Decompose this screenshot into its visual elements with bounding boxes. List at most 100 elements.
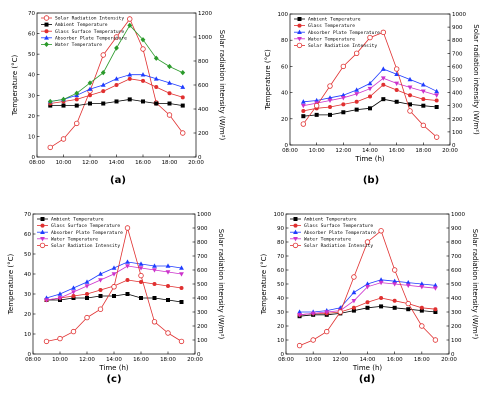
y2-tick-label: 400 xyxy=(197,296,208,302)
legend-label: Water Temperature xyxy=(51,236,98,242)
y2-tick-label: 0 xyxy=(451,352,455,358)
y-tick-label: 50 xyxy=(28,52,35,58)
data-point xyxy=(405,283,411,288)
data-point xyxy=(394,81,400,87)
data-point xyxy=(127,22,133,28)
data-point xyxy=(179,286,184,290)
y2-tick-label: 200 xyxy=(197,324,208,330)
data-point xyxy=(153,76,159,81)
data-point xyxy=(179,300,184,304)
y2-tick-label: 300 xyxy=(451,310,462,316)
data-point xyxy=(433,307,438,312)
x-tick-label: 08:00 xyxy=(25,357,41,363)
legend-marker xyxy=(39,242,46,249)
data-point xyxy=(367,34,373,41)
y2-tick-label: 1200 xyxy=(198,11,212,17)
y-axis-label: Temperature (°C) xyxy=(264,49,272,111)
data-point xyxy=(85,292,89,296)
y2-tick-label: 500 xyxy=(197,282,208,288)
data-point xyxy=(57,296,63,301)
data-point xyxy=(61,96,66,102)
data-point xyxy=(341,102,346,107)
legend-marker xyxy=(44,35,49,40)
data-point xyxy=(127,16,133,22)
chart-panel: 08:00 10:00 12:00 14:00 16:00 18:00 20:0001020… xyxy=(11,11,226,186)
data-point xyxy=(365,285,370,290)
x-tick-label: 20:00 xyxy=(187,357,203,363)
y2-tick-label: 300 xyxy=(452,104,463,110)
data-point xyxy=(364,239,371,245)
data-point xyxy=(100,82,106,87)
data-point xyxy=(407,85,413,90)
data-point xyxy=(381,97,386,102)
data-point xyxy=(180,84,186,89)
legend-marker xyxy=(44,41,49,47)
y2-axis-label: Solar radiation intensity (W/m²) xyxy=(218,30,226,141)
x-tick-label: 10:00 xyxy=(305,357,321,363)
series xyxy=(300,66,440,104)
legend-label: Solar Radiation Intensity xyxy=(308,43,377,49)
data-point xyxy=(351,305,356,310)
legend-marker xyxy=(297,23,302,28)
y-tick-label: 70 xyxy=(28,11,35,17)
data-point xyxy=(379,296,384,300)
legend-marker xyxy=(297,29,302,34)
data-point xyxy=(152,296,157,300)
legend-marker xyxy=(293,223,298,228)
legend-marker xyxy=(293,229,298,234)
y-tick-label: 20 xyxy=(28,114,35,120)
data-point xyxy=(378,277,384,282)
data-point xyxy=(88,93,92,98)
panel-label: (c) xyxy=(106,374,121,385)
x-tick-label: 20:00 xyxy=(441,357,457,363)
data-point xyxy=(127,76,132,81)
data-point xyxy=(165,270,171,275)
data-point xyxy=(166,112,173,118)
data-point xyxy=(301,114,306,119)
data-point xyxy=(152,268,157,273)
data-point xyxy=(324,328,330,335)
y-tick-label: 10 xyxy=(24,332,31,338)
data-point xyxy=(165,330,171,336)
data-point xyxy=(74,90,80,96)
data-point xyxy=(125,278,130,282)
legend-label: Solar Radiation Intensity xyxy=(51,243,120,249)
data-point xyxy=(57,335,63,342)
legend-label: Glass Temperature xyxy=(308,23,355,29)
data-point xyxy=(341,110,346,115)
data-point xyxy=(434,88,440,94)
legend-marker xyxy=(40,229,45,234)
data-point xyxy=(114,99,119,104)
x-tick-label: 20:00 xyxy=(442,148,458,154)
data-point xyxy=(138,272,144,279)
data-point xyxy=(127,72,133,77)
legend-label: Absorber Plate Temperature xyxy=(304,230,376,236)
data-point xyxy=(153,55,159,61)
data-point xyxy=(340,92,346,98)
y2-tick-label: 1000 xyxy=(198,35,212,41)
data-point xyxy=(392,298,397,303)
data-point xyxy=(97,306,104,312)
data-point xyxy=(405,280,411,285)
x-tick-label: 12:00 xyxy=(332,357,348,363)
y-axis-label: Temperature (°C) xyxy=(11,55,19,117)
data-point xyxy=(100,70,106,76)
legend-label: Water Temperature xyxy=(304,236,351,242)
data-point xyxy=(391,267,398,273)
data-point xyxy=(84,284,90,289)
y-tick-label: 0 xyxy=(28,352,32,358)
data-point xyxy=(407,76,413,82)
data-point xyxy=(125,259,130,264)
y2-axis-label: Solar radiation intensity (W/m²) xyxy=(472,24,480,135)
x-tick-label: 18:00 xyxy=(414,357,430,363)
data-point xyxy=(179,272,184,277)
y2-tick-label: 600 xyxy=(451,268,462,274)
y-tick-label: 60 xyxy=(277,268,284,274)
data-point xyxy=(44,298,49,303)
data-point xyxy=(74,97,79,102)
y2-tick-label: 900 xyxy=(452,25,463,31)
data-point xyxy=(408,102,412,107)
series xyxy=(43,225,185,345)
data-point xyxy=(114,83,119,87)
